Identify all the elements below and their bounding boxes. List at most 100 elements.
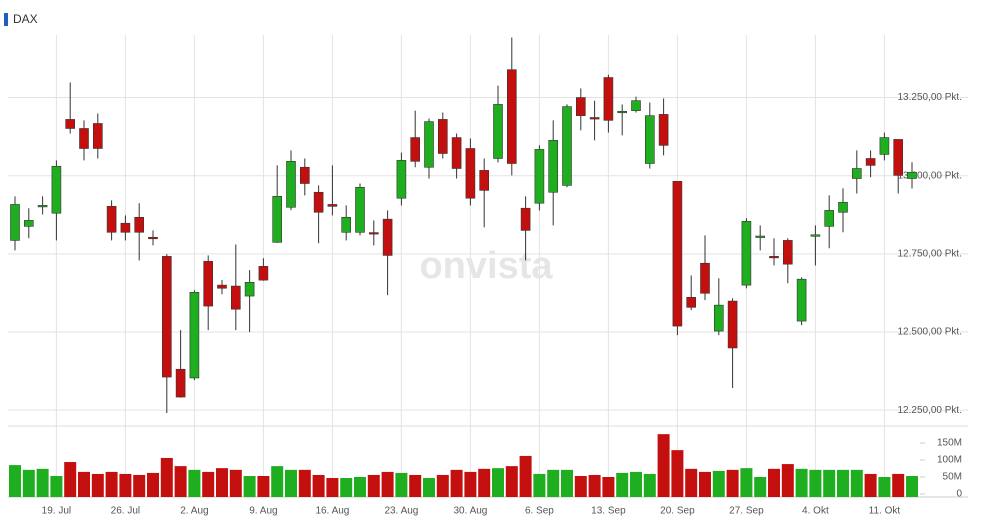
x-tick-label: 13. Sep: [591, 506, 626, 517]
candle-body: [727, 300, 738, 349]
candle-body: [824, 210, 835, 227]
volume-bar: [381, 471, 394, 497]
candle-body: [479, 170, 490, 191]
volume-bar: [781, 464, 794, 497]
volume-bar: [202, 471, 215, 497]
volume-bar: [533, 473, 546, 497]
candle-body: [272, 196, 283, 243]
volume-bar: [450, 469, 463, 497]
candle-body: [286, 161, 296, 208]
volume-bar: [91, 473, 104, 497]
candle-body: [175, 368, 186, 398]
candle-body: [575, 97, 586, 116]
volume-bar: [257, 475, 270, 497]
x-tick-label: 30. Aug: [453, 506, 487, 517]
x-tick-label: 2. Aug: [180, 506, 208, 517]
volume-tick-label: 50M: [943, 472, 962, 483]
volume-bar: [271, 466, 284, 497]
candle-body: [51, 166, 62, 214]
volume-bar: [64, 462, 77, 497]
candle-body: [534, 149, 545, 204]
candle-body: [755, 235, 766, 238]
volume-bar: [367, 474, 380, 497]
x-tick-label: 4. Okt: [802, 506, 829, 517]
candle-body: [79, 128, 89, 149]
candle-body: [769, 256, 779, 259]
candle-body: [341, 216, 352, 233]
candle-body: [410, 137, 421, 162]
volume-bar: [657, 434, 670, 497]
candle-body: [741, 221, 752, 286]
x-tick-label: 23. Aug: [384, 506, 418, 517]
title-marker: [4, 13, 8, 26]
volume-bar: [726, 469, 739, 497]
volume-bar: [133, 474, 146, 497]
candle-body: [93, 123, 103, 149]
volume-bar: [671, 450, 684, 497]
volume-bar: [105, 471, 118, 497]
candle-body: [231, 285, 241, 310]
volume-bar: [22, 469, 35, 497]
volume-bar: [547, 469, 560, 497]
candle-body: [810, 234, 821, 237]
candle-body: [120, 222, 131, 233]
volume-bar: [298, 469, 311, 497]
volume-bar: [602, 477, 615, 497]
candle-body: [631, 100, 641, 111]
candle-body: [10, 204, 20, 241]
volume-bar: [395, 472, 408, 497]
candle-body: [396, 160, 407, 199]
candle-body: [851, 168, 862, 179]
volume-bar: [850, 469, 863, 497]
volume-bar: [864, 473, 877, 497]
candle-body: [782, 240, 793, 265]
candle-body: [424, 121, 434, 168]
volume-bar: [478, 468, 491, 497]
candle-body: [520, 207, 531, 231]
volume-bar: [643, 473, 656, 497]
candle-body: [658, 114, 669, 146]
candle-body: [189, 292, 200, 379]
candle-body: [548, 140, 559, 193]
candle-body: [134, 216, 144, 233]
x-tick-label: 9. Aug: [249, 506, 277, 517]
candle-body: [258, 266, 269, 281]
x-tick-label: 27. Sep: [729, 506, 764, 517]
volume-bar: [906, 475, 918, 497]
volume-bar: [878, 477, 891, 497]
volume-tick-label: 150M: [937, 438, 962, 449]
candle-body: [451, 137, 462, 169]
candle-body: [106, 206, 117, 233]
candle-body: [465, 148, 476, 199]
candle-body: [644, 115, 655, 164]
candle-body: [327, 204, 338, 207]
x-tick-label: 20. Sep: [660, 506, 695, 517]
volume-bar: [492, 468, 504, 497]
candle-body: [589, 117, 600, 120]
volume-bar: [174, 466, 187, 497]
volume-bar: [229, 469, 242, 497]
candle-body: [493, 104, 503, 159]
y-tick-label: 13.000,00 Pkt.: [898, 170, 963, 181]
candle-body: [244, 282, 255, 297]
volume-bar: [147, 472, 159, 497]
candle-body: [617, 110, 628, 114]
volume-bar: [574, 475, 587, 497]
volume-bar: [505, 466, 518, 497]
volume-bar: [188, 469, 201, 497]
candle-body: [700, 262, 710, 294]
volume-bar: [795, 468, 808, 497]
volume-bar: [519, 455, 532, 497]
volume-bar: [616, 472, 629, 497]
volume-bar: [630, 471, 642, 497]
candle-body: [65, 119, 75, 129]
candle-body: [686, 297, 697, 308]
volume-bar: [340, 478, 353, 497]
y-tick-label: 13.250,00 Pkt.: [898, 92, 963, 103]
candle-body: [907, 171, 917, 179]
candle-body: [355, 186, 365, 233]
volume-bar: [685, 468, 698, 497]
y-tick-label: 12.500,00 Pkt.: [898, 327, 963, 338]
volume-bar: [712, 470, 725, 497]
volume-bar: [36, 468, 49, 497]
